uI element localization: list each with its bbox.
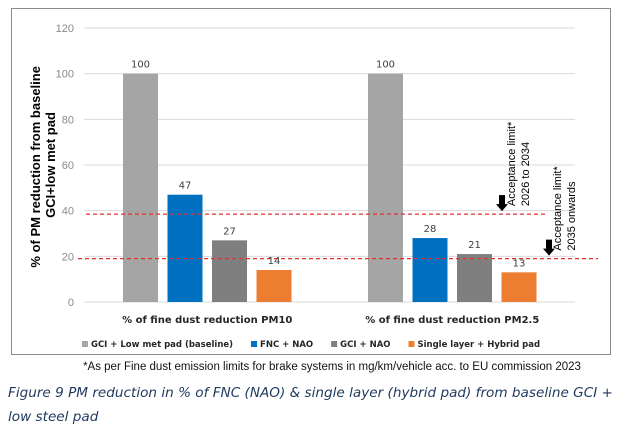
acceptance-limit-annotation-line: Acceptance limit* bbox=[552, 166, 564, 251]
data-label: 21 bbox=[468, 240, 481, 251]
data-label: 47 bbox=[179, 181, 192, 192]
y-tick-label: 0 bbox=[68, 297, 74, 309]
acceptance-limit-annotation-line: 2026 to 2034 bbox=[520, 142, 532, 206]
reference-lines bbox=[78, 213, 598, 260]
y-tick-label: 60 bbox=[62, 160, 74, 172]
legend-swatch bbox=[331, 341, 338, 347]
bar-3-pm2-5 bbox=[457, 254, 492, 302]
down-arrow-head-icon bbox=[543, 248, 555, 256]
acceptance-limit-annotation-line: 2035 onwards bbox=[566, 181, 578, 251]
data-label: 14 bbox=[268, 256, 281, 267]
acceptance-limit-annotation-line: Acceptance limit* bbox=[506, 121, 518, 206]
footnote: *As per Fine dust emission limits for br… bbox=[83, 361, 581, 373]
data-label: 13 bbox=[513, 258, 526, 269]
legend-label: GCI + Low met pad (baseline) bbox=[91, 340, 233, 350]
legend-swatch bbox=[81, 341, 88, 347]
bar-chart: 0 20 40 60 80 100 120 100 100 47 28 27 21 14 13 % of … bbox=[28, 23, 598, 350]
y-axis-label: % of PM reduction from baseline GCI+low … bbox=[28, 62, 58, 267]
legend-label: Single layer + Hybrid pad bbox=[418, 340, 541, 350]
bars bbox=[123, 73, 537, 303]
down-arrow-icon bbox=[546, 239, 552, 250]
gridlines bbox=[84, 27, 575, 303]
y-axis-label-line-2: GCI+low met pad bbox=[43, 112, 58, 218]
figure-caption: Figure 9 PM reduction in % of FNC (NAO) … bbox=[8, 385, 613, 425]
category-labels: % of fine dust reduction PM10 % of fine d… bbox=[122, 315, 539, 326]
legend-swatch bbox=[251, 341, 258, 347]
bar-2-pm10 bbox=[167, 194, 203, 302]
legend: GCI + Low met pad (baseline) FNC + NAO GCI… bbox=[81, 340, 541, 350]
category-label: % of fine dust reduction PM10 bbox=[122, 315, 292, 326]
y-axis-label-line-1: % of PM reduction from baseline bbox=[28, 66, 43, 268]
data-label: 27 bbox=[223, 226, 236, 237]
y-tick-label: 20 bbox=[62, 251, 74, 263]
data-label: 28 bbox=[424, 224, 437, 235]
bar-2-pm2-5 bbox=[412, 238, 448, 302]
data-labels: 100 100 47 28 27 21 14 13 bbox=[131, 60, 525, 270]
bar-4-pm2-5 bbox=[501, 272, 537, 302]
bar-3-pm10 bbox=[212, 240, 247, 302]
y-tick-label: 80 bbox=[62, 114, 74, 126]
legend-label: GCI + NAO bbox=[340, 340, 390, 350]
y-tick-label: 100 bbox=[56, 69, 74, 81]
y-tick-label: 40 bbox=[62, 206, 74, 218]
acceptance-limit-annotations: Acceptance limit* 2026 to 2034 Acceptance … bbox=[496, 121, 578, 256]
legend-swatch bbox=[408, 341, 415, 347]
bar-4-pm10 bbox=[256, 270, 292, 302]
data-label: 100 bbox=[131, 60, 150, 71]
down-arrow-head-icon bbox=[496, 204, 508, 212]
bar-1-pm2-5 bbox=[368, 73, 403, 303]
y-tick-label: 120 bbox=[56, 23, 74, 35]
category-label: % of fine dust reduction PM2.5 bbox=[365, 315, 539, 326]
data-label: 100 bbox=[376, 60, 395, 71]
bar-1-pm10 bbox=[123, 73, 158, 303]
y-axis-ticks: 0 20 40 60 80 100 120 bbox=[56, 23, 74, 309]
down-arrow-icon bbox=[499, 195, 505, 206]
legend-label: FNC + NAO bbox=[260, 340, 313, 350]
